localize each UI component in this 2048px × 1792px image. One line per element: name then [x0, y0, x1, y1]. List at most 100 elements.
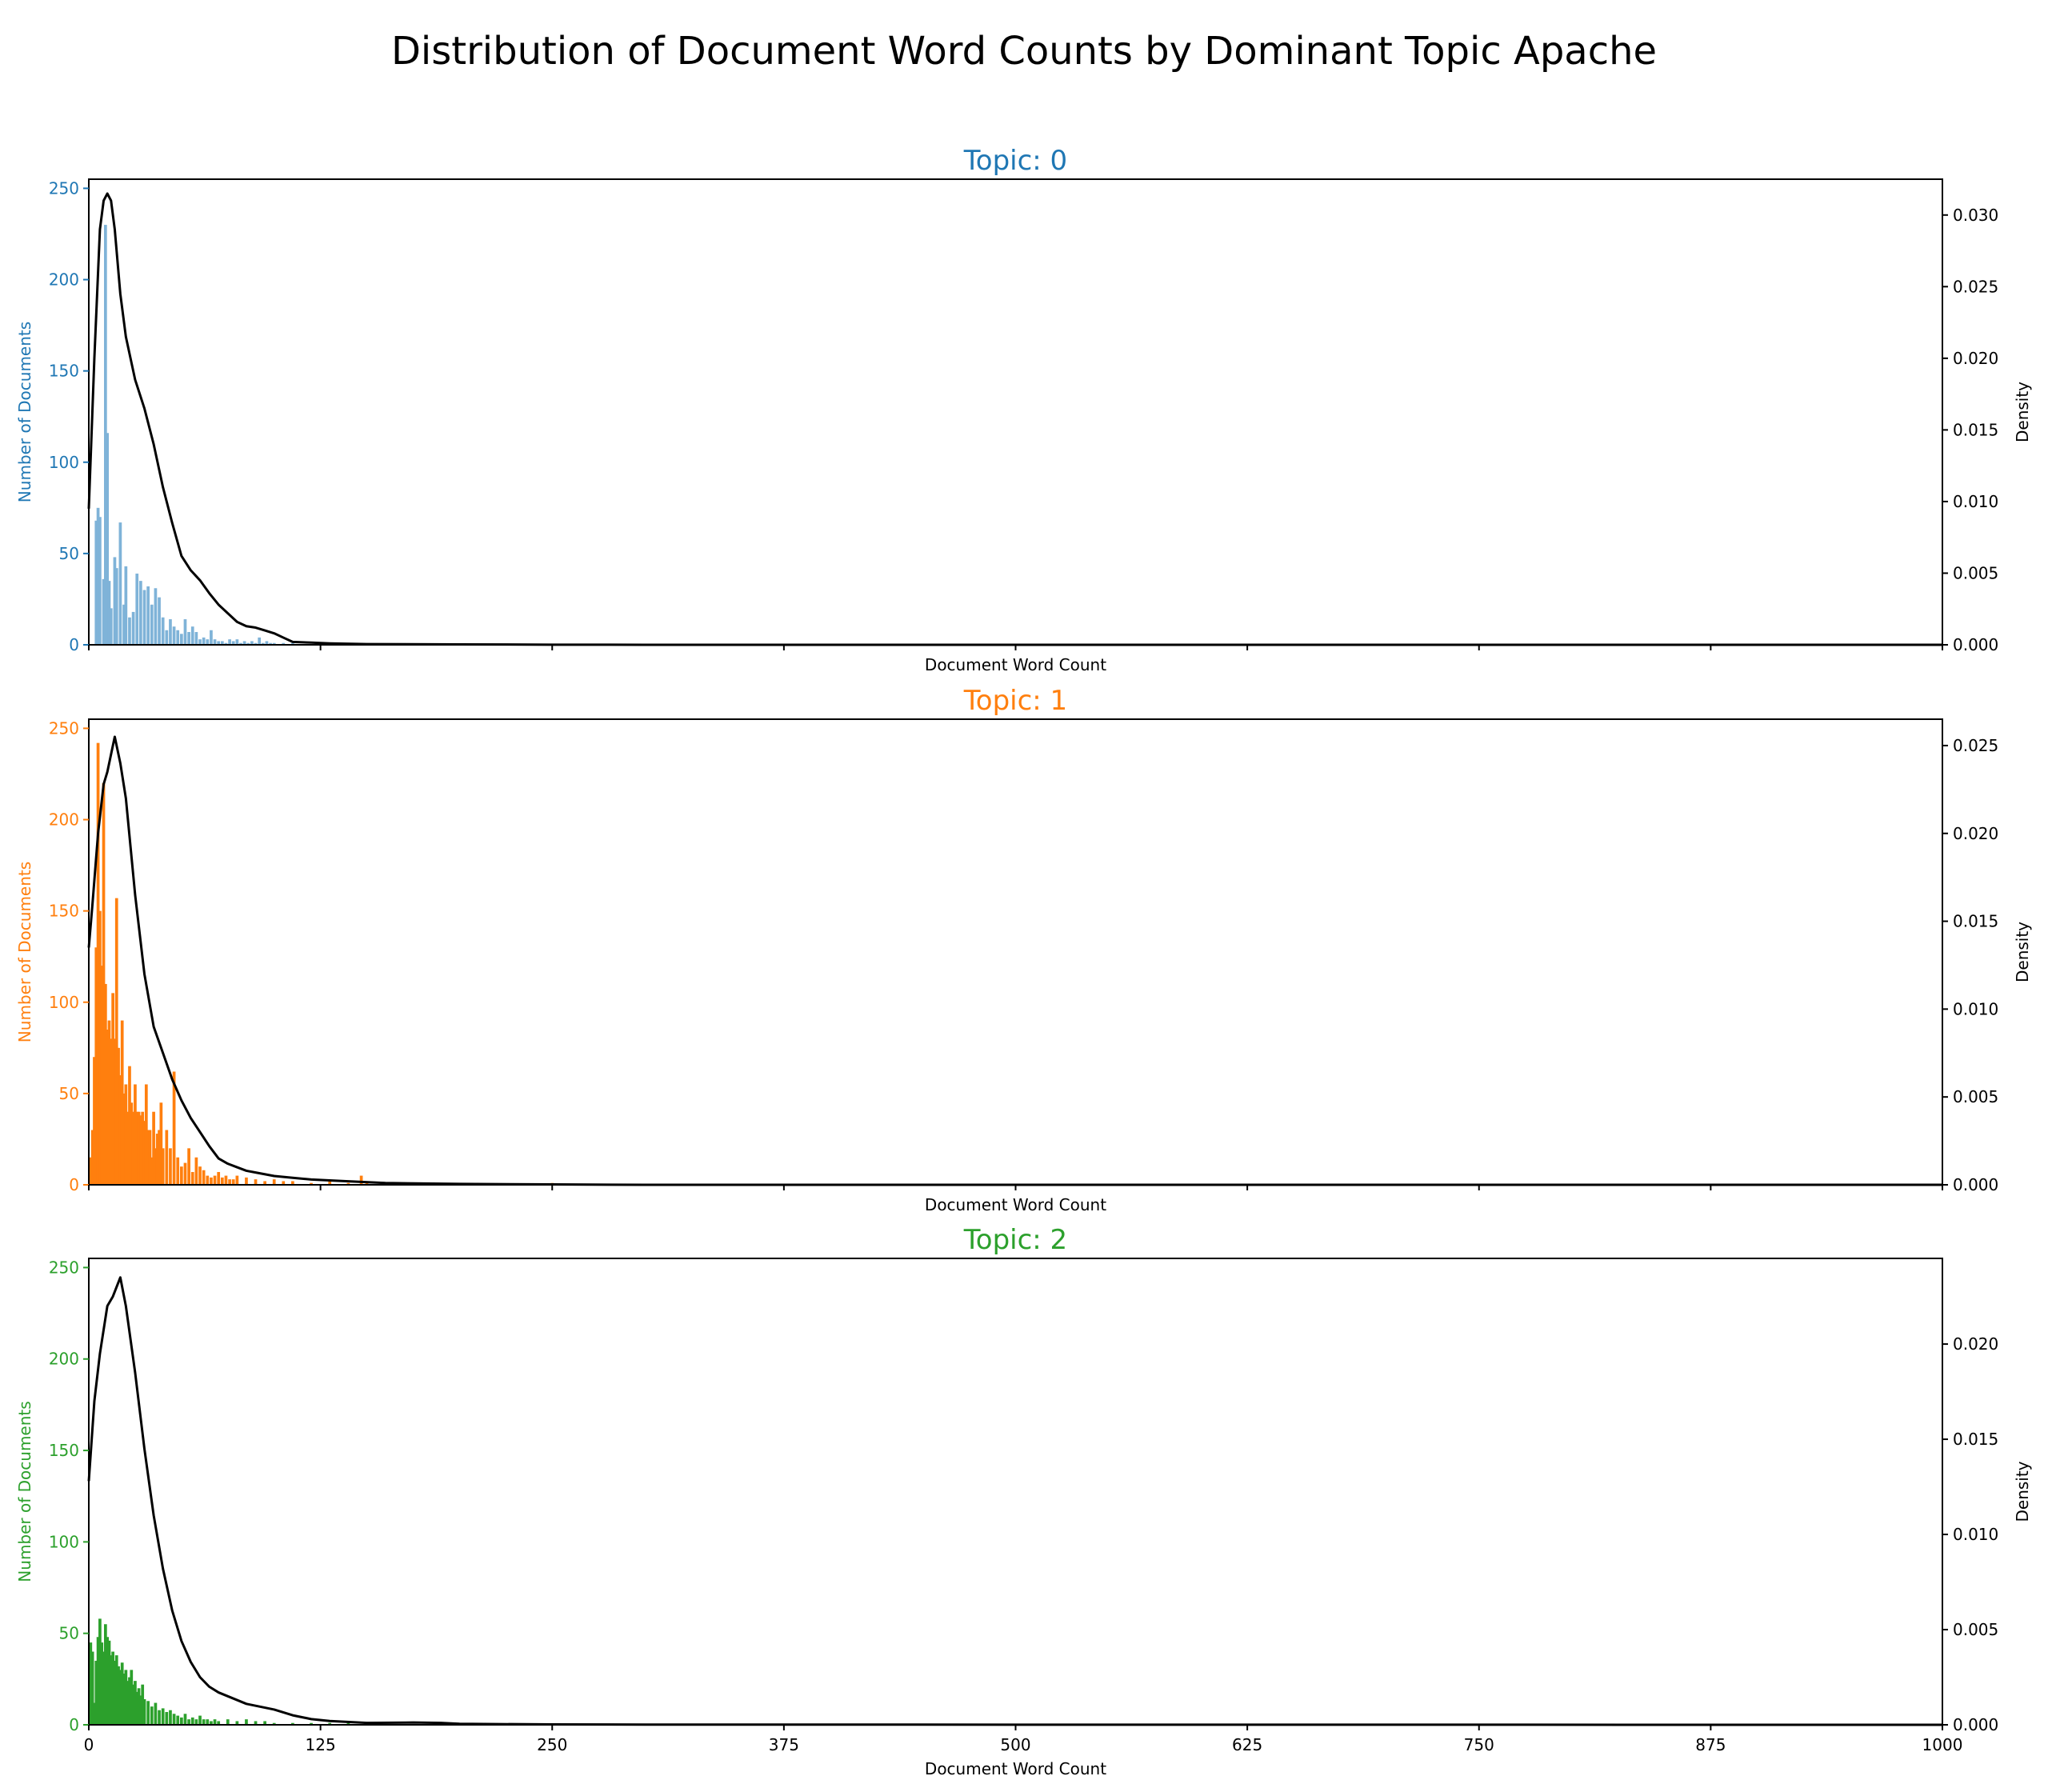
histogram-bar: [93, 1057, 96, 1185]
y-axis-label-right: Density: [2013, 382, 2032, 442]
histogram-bar: [158, 597, 161, 645]
histogram-bar: [124, 566, 128, 645]
histogram-bar: [94, 520, 98, 645]
histogram-bar: [126, 1111, 130, 1185]
histogram-bar: [258, 637, 262, 645]
y-tick-label-right: 0.000: [1953, 1715, 1998, 1734]
histogram-bar: [269, 642, 272, 645]
histogram-bar: [239, 642, 242, 645]
histogram-bar: [190, 1717, 194, 1725]
histogram-bar: [122, 604, 126, 645]
y-tick-label-left: 0: [69, 1175, 79, 1194]
histogram-bar: [142, 1698, 146, 1725]
y-tick-label-right: 0.005: [1953, 1087, 1998, 1106]
x-tick-label: 625: [1232, 1735, 1262, 1754]
x-tick-label: 375: [769, 1735, 799, 1754]
histogram-bar: [158, 1130, 161, 1185]
histogram-bar: [213, 1719, 217, 1725]
histogram-bar: [93, 1702, 96, 1725]
histogram-bar: [180, 634, 183, 645]
histogram-bar: [100, 1642, 104, 1725]
histogram-bar: [198, 1715, 202, 1725]
histogram-bar: [165, 1130, 169, 1185]
histogram-bar: [139, 581, 142, 645]
histogram-bar: [142, 1121, 146, 1185]
density-line: [87, 1276, 1943, 1726]
histogram-bar: [187, 1148, 190, 1185]
histogram-bar: [310, 1182, 313, 1185]
histogram-bar: [210, 1177, 213, 1185]
histogram-bar: [130, 1670, 134, 1725]
histogram-bar: [111, 1651, 114, 1725]
plot-frame: [88, 1258, 1943, 1726]
y-axis-label-right: Density: [2013, 922, 2032, 982]
histogram-bar: [118, 522, 122, 645]
histogram-bar: [176, 630, 180, 645]
histogram-bar: [359, 1175, 363, 1185]
y-tick-label-right: 0.015: [1953, 1430, 1998, 1449]
histogram-bar: [265, 641, 269, 645]
histogram-bar: [158, 1710, 161, 1725]
histogram-bar: [282, 642, 286, 645]
histogram-bar: [245, 1719, 248, 1725]
histogram-bar: [154, 588, 158, 645]
y-tick-label-right: 0.020: [1953, 824, 1998, 843]
histogram-bar: [130, 1102, 134, 1185]
histogram-bar: [263, 1721, 266, 1725]
histogram-bar: [272, 642, 276, 645]
histogram-bar: [117, 1666, 120, 1725]
histogram-bar: [111, 993, 114, 1185]
histogram-bar: [254, 1179, 258, 1185]
density-line: [87, 192, 1942, 646]
histogram-bar: [113, 557, 117, 645]
histogram-bar: [206, 639, 210, 645]
histogram-bar: [328, 1181, 332, 1185]
histogram-bar: [254, 1721, 258, 1725]
histogram-bar: [109, 1038, 113, 1185]
histogram-bar: [102, 782, 106, 1185]
histogram-bar: [224, 1175, 228, 1185]
panel-topic-1: Topic: 1 0 50 100 150 200 250 Number of Documen…: [15, 685, 2032, 1214]
y-axis-label-left: Number of Documents: [15, 322, 34, 502]
histogram-bar: [202, 1170, 206, 1185]
histogram-bar: [124, 1670, 128, 1725]
histogram-bar: [172, 1071, 176, 1185]
histogram-bar: [220, 641, 224, 645]
histogram-bar: [102, 1651, 106, 1725]
histogram-bar: [114, 898, 118, 1185]
histogram-bar: [137, 1111, 141, 1185]
histogram-bar: [106, 1030, 110, 1185]
histogram-bar: [176, 1715, 180, 1725]
histogram-bar: [120, 1020, 124, 1185]
histogram-bar: [90, 1651, 94, 1725]
histogram-bar: [100, 966, 104, 1185]
histogram-bar: [107, 581, 111, 645]
x-axis-label: Document Word Count: [925, 1759, 1106, 1778]
y-tick-label-left: 100: [49, 993, 79, 1012]
y-tick-label-right: 0.015: [1953, 912, 1998, 931]
histogram-bar: [165, 630, 169, 645]
histogram-bar: [89, 1157, 93, 1185]
histogram-bar: [98, 1618, 102, 1725]
y-tick-label-left: 150: [49, 1441, 79, 1460]
histogram-bar: [141, 1684, 145, 1725]
histogram-bar: [194, 632, 198, 645]
histogram-bar: [254, 642, 258, 645]
y-tick-label-right: 0.015: [1953, 420, 1998, 439]
histogram-bar: [124, 1084, 128, 1185]
histogram-bar: [217, 1172, 221, 1185]
x-tick-label: 875: [1695, 1735, 1726, 1754]
histogram-bar: [109, 608, 113, 645]
y-tick-label-right: 0.010: [1953, 492, 1998, 511]
histogram-bar: [183, 1162, 187, 1185]
histogram-bar: [235, 639, 239, 645]
histogram-bar: [114, 1655, 118, 1725]
x-tick-label: 250: [537, 1735, 567, 1754]
histogram-bar: [261, 642, 265, 645]
y-tick-label-right: 0.000: [1953, 635, 1998, 654]
panel-title: Topic: 2: [963, 1224, 1067, 1256]
histogram-bar: [169, 1710, 172, 1725]
histogram-bar: [228, 639, 231, 645]
y-axis-label-left: Number of Documents: [15, 862, 34, 1042]
histogram-bar: [141, 1111, 145, 1185]
